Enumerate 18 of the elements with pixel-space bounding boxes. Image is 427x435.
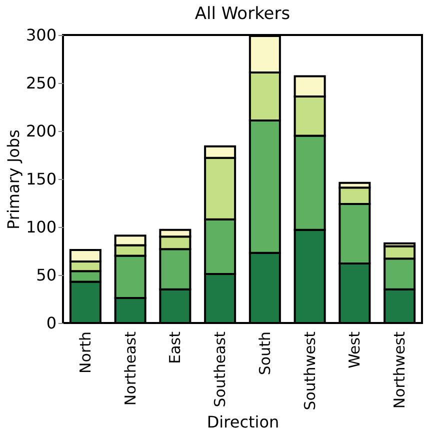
x-tick-label: Northeast	[121, 331, 140, 406]
y-tick-label: 100	[26, 218, 56, 236]
chart-title: All Workers	[194, 4, 290, 24]
y-tick-label: 250	[26, 74, 56, 92]
x-tick-label: East	[166, 331, 184, 364]
y-axis-title: Primary Jobs	[4, 130, 23, 230]
x-tick-label: North	[76, 332, 94, 374]
x-tick-label: Southwest	[300, 331, 319, 410]
x-tick-label: Northwest	[390, 331, 409, 409]
x-tick-label: West	[346, 331, 364, 368]
x-tick-label: South	[256, 332, 274, 376]
y-tick-label: 0	[46, 314, 56, 332]
y-tick-label: 300	[26, 26, 56, 44]
x-tick-label: Southeast	[211, 331, 230, 408]
x-axis-title: Direction	[206, 412, 280, 432]
y-tick-label: 150	[26, 170, 56, 188]
y-tick-label: 50	[36, 266, 56, 284]
y-tick-label: 200	[26, 122, 56, 140]
